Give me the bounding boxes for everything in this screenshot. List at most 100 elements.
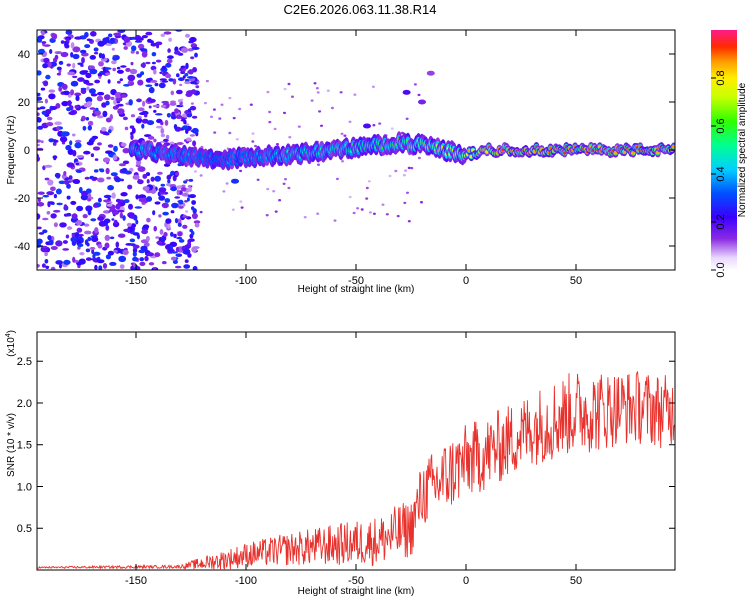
- noise-speckle: [97, 40, 105, 47]
- noise-speckle: [103, 210, 109, 214]
- noise-speckle: [146, 217, 151, 223]
- noise-speckle: [176, 185, 183, 190]
- noise-speckle: [92, 146, 101, 151]
- noise-speckle: [410, 166, 414, 170]
- colorbar-ticks: 0.0 0.2 0.4 0.6 0.8: [711, 70, 727, 278]
- noise-speckle: [78, 258, 86, 265]
- snr-panel: -150 -100 -50 0 50 0.5 1.0 1.5 2.0 2.5 Height of…: [5, 330, 676, 597]
- noise-speckle: [316, 91, 320, 94]
- noise-speckle: [171, 251, 178, 254]
- noise-speckle: [145, 31, 153, 36]
- isolated-blob: [231, 178, 239, 184]
- noise-speckle: [185, 179, 189, 182]
- noise-speckle: [63, 171, 67, 176]
- noise-speckle: [74, 36, 83, 40]
- noise-speckle: [417, 156, 421, 160]
- y-tick-label: 2.5: [17, 356, 32, 368]
- noise-speckle: [44, 98, 49, 104]
- noise-speckle: [75, 139, 82, 143]
- noise-speckle: [95, 107, 99, 111]
- noise-speckle: [65, 234, 70, 239]
- noise-speckle: [64, 180, 70, 185]
- noise-speckle: [417, 93, 421, 97]
- noise-speckle: [170, 90, 175, 96]
- noise-speckle: [135, 219, 139, 225]
- noise-speckle: [58, 180, 66, 185]
- noise-speckle: [155, 59, 162, 63]
- noise-speckle: [75, 95, 80, 102]
- noise-speckle: [316, 212, 320, 215]
- noise-speckle: [159, 71, 163, 75]
- noise-speckle: [199, 174, 203, 177]
- x-tick-label: -50: [348, 575, 364, 587]
- noise-speckle: [170, 256, 177, 261]
- noise-speckle: [70, 52, 74, 58]
- noise-speckle: [166, 113, 171, 118]
- noise-speckle: [191, 246, 198, 253]
- noise-speckle: [37, 154, 40, 161]
- noise-speckle: [82, 125, 87, 131]
- noise-speckle: [158, 82, 166, 89]
- noise-speckle: [173, 233, 177, 239]
- svg-text:(x104): (x104): [5, 330, 17, 357]
- noise-speckle: [108, 129, 112, 134]
- snr-scale-exp: 4: [5, 333, 12, 337]
- noise-speckle: [174, 218, 179, 224]
- noise-speckle: [142, 100, 146, 107]
- noise-speckle: [167, 249, 172, 252]
- noise-speckle: [128, 99, 133, 106]
- noise-speckle: [179, 83, 183, 87]
- noise-speckle: [352, 211, 356, 215]
- noise-speckle: [191, 200, 197, 205]
- noise-speckle: [150, 176, 155, 182]
- noise-speckle: [137, 107, 145, 112]
- noise-speckle: [181, 192, 190, 197]
- noise-speckle: [132, 256, 139, 262]
- noise-speckle: [49, 49, 53, 54]
- noise-speckle: [118, 163, 127, 167]
- noise-speckle: [378, 122, 382, 125]
- noise-speckle: [94, 158, 99, 161]
- noise-speckle: [107, 250, 114, 256]
- noise-speckle: [61, 100, 69, 107]
- noise-speckle: [335, 177, 339, 181]
- noise-speckle: [186, 137, 192, 142]
- noise-speckle: [98, 52, 103, 59]
- noise-speckle: [251, 132, 255, 135]
- noise-speckle: [176, 73, 180, 78]
- noise-speckle: [43, 80, 49, 87]
- noise-speckle: [180, 98, 184, 102]
- noise-speckle: [37, 197, 41, 203]
- noise-speckle: [152, 267, 157, 270]
- noise-speckle: [54, 172, 61, 178]
- noise-speckle: [353, 93, 357, 96]
- noise-speckle: [172, 260, 178, 264]
- noise-speckle: [37, 70, 42, 76]
- noise-speckle: [103, 199, 111, 203]
- y-tick-label: 40: [18, 49, 30, 61]
- noise-speckle: [161, 100, 169, 104]
- noise-speckle: [183, 264, 191, 269]
- noise-speckle: [38, 232, 45, 235]
- colorbar-tick-label: 0.0: [715, 262, 727, 277]
- noise-speckle: [148, 262, 155, 266]
- noise-speckle: [114, 92, 123, 99]
- noise-speckle: [220, 103, 224, 106]
- noise-speckle: [145, 61, 151, 65]
- noise-speckle: [188, 69, 194, 75]
- noise-speckle: [86, 86, 90, 91]
- noise-speckle: [187, 76, 195, 79]
- noise-speckle: [76, 227, 83, 233]
- noise-speckle: [162, 80, 169, 83]
- noise-speckle: [115, 198, 121, 203]
- noise-speckle: [162, 211, 169, 216]
- noise-speckle: [175, 265, 182, 269]
- noise-speckle: [122, 160, 130, 165]
- noise-speckle: [165, 134, 170, 140]
- noise-speckle: [390, 127, 394, 130]
- noise-speckle: [287, 82, 291, 86]
- noise-speckle: [96, 259, 105, 264]
- noise-speckle: [110, 172, 118, 177]
- spectrogram-plot-area: [37, 30, 675, 270]
- noise-speckle: [87, 236, 92, 242]
